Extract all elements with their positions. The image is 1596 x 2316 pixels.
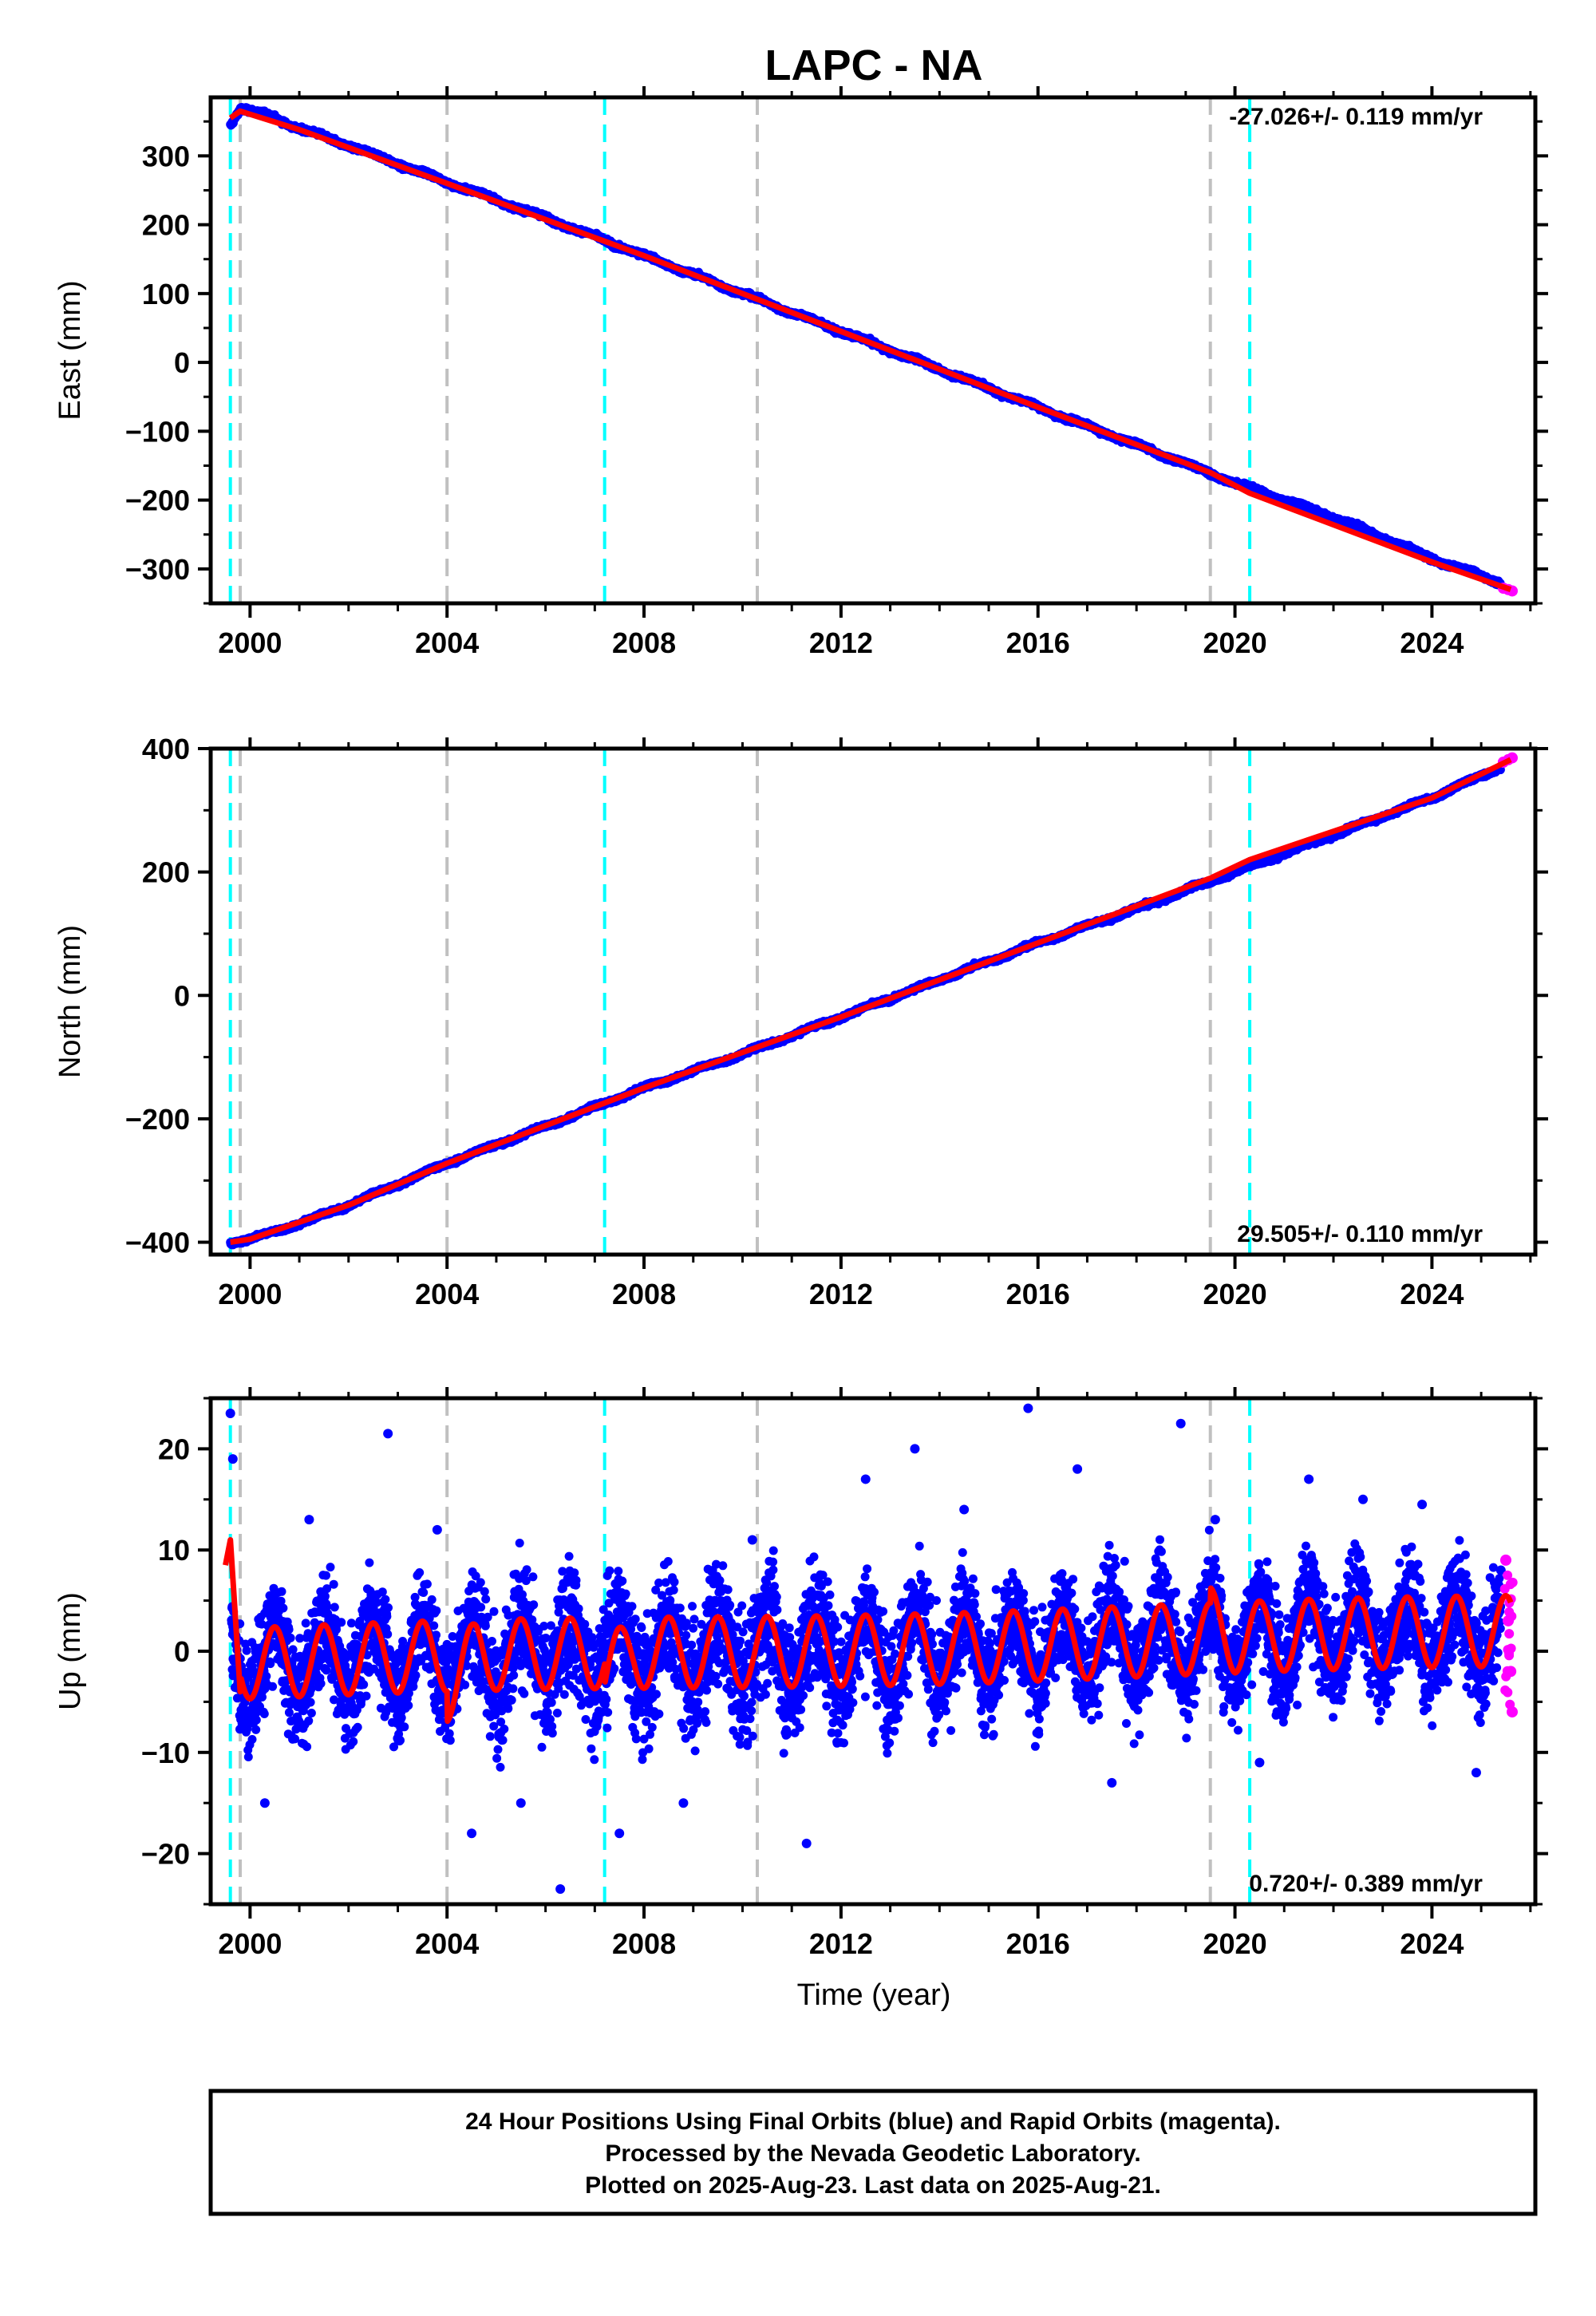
east-ytick-label: 300 bbox=[142, 140, 190, 172]
east-plot-area bbox=[226, 97, 1518, 603]
east-xtick-label: 2000 bbox=[218, 626, 282, 659]
east-xtick-label: 2020 bbox=[1203, 626, 1267, 659]
chart-title: LAPC - NA bbox=[765, 41, 983, 89]
east-ytick-label: 200 bbox=[142, 209, 190, 242]
east-xtick-label: 2024 bbox=[1400, 626, 1464, 659]
north-plot-area bbox=[226, 749, 1518, 1255]
east-ytick-label: 0 bbox=[174, 346, 190, 379]
east-xtick-label: 2004 bbox=[415, 626, 479, 659]
east-fit-line bbox=[228, 108, 1512, 593]
east-ytick-label: −100 bbox=[125, 415, 190, 448]
east-frame bbox=[208, 95, 1538, 606]
east-panel: 2000 2004 2008 2012 2016 2020 2024−300−200−100… bbox=[53, 86, 1548, 659]
east-xtick-label: 2016 bbox=[1006, 626, 1070, 659]
north-panel: 2000 2004 2008 2012 2016 2020 2024−400−2000200… bbox=[53, 733, 1548, 1310]
east-ytick-label: −300 bbox=[125, 553, 190, 586]
east-xtick-label: 2012 bbox=[809, 626, 873, 659]
east-velocity-label: -27.026+/- 0.119 mm/yr bbox=[1229, 104, 1483, 130]
east-xtick-label: 2008 bbox=[612, 626, 676, 659]
east-y-axis-label: East (mm) bbox=[53, 280, 87, 420]
east-ytick-label: −200 bbox=[125, 484, 190, 517]
east-ytick-label: 100 bbox=[142, 278, 190, 310]
